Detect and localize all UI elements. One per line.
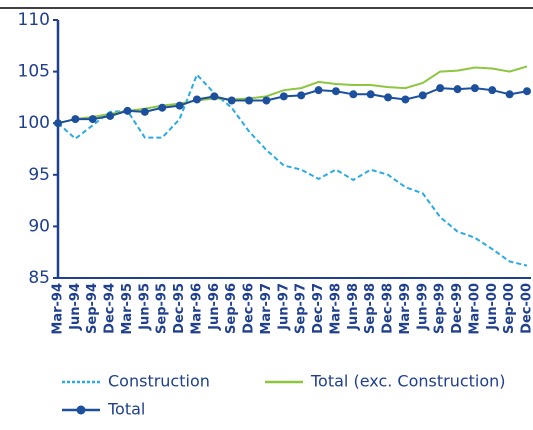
point <box>210 92 218 100</box>
series-line <box>58 88 527 123</box>
point <box>436 84 444 92</box>
point <box>523 87 531 95</box>
x-tick-label: Dec-96 <box>242 283 257 334</box>
x-tick-label: Mar-00 <box>467 283 482 335</box>
point <box>419 91 427 99</box>
point <box>297 91 305 99</box>
series-line <box>58 75 527 266</box>
y-tick-label: 105 <box>18 62 50 82</box>
legend-marker <box>77 406 86 415</box>
point <box>262 96 270 104</box>
point <box>176 102 184 110</box>
x-tick-label: Mar-95 <box>120 283 135 335</box>
point <box>280 92 288 100</box>
x-tick-label: Jun-94 <box>68 283 83 331</box>
y-tick-label: 85 <box>28 268 50 288</box>
point <box>245 96 253 104</box>
y-tick-label: 110 <box>18 10 50 30</box>
x-tick-label: Dec-00 <box>520 283 533 334</box>
point <box>332 87 340 95</box>
point <box>367 90 375 98</box>
x-tick-label: Sep-97 <box>294 283 309 334</box>
point <box>158 104 166 112</box>
legend-label: Total (exc. Construction) <box>310 372 506 391</box>
x-tick-label: Mar-97 <box>259 283 274 335</box>
point <box>54 119 62 127</box>
x-tick-label: Dec-98 <box>381 283 396 334</box>
legend-label: Construction <box>108 372 210 391</box>
x-tick-label: Mar-99 <box>398 283 413 335</box>
legend-label: Total <box>107 400 145 419</box>
point <box>454 85 462 93</box>
y-tick-label: 100 <box>18 113 50 133</box>
point <box>141 108 149 116</box>
point <box>228 96 236 104</box>
x-tick-label: Sep-99 <box>433 283 448 334</box>
x-tick-label: Jun-95 <box>137 283 152 331</box>
point <box>106 112 114 120</box>
x-tick-label: Mar-96 <box>189 283 204 335</box>
x-tick-label: Dec-94 <box>103 283 118 334</box>
x-tick-label: Sep-94 <box>85 283 100 334</box>
x-tick-label: Sep-96 <box>224 283 239 334</box>
x-tick-label: Jun-97 <box>276 283 291 331</box>
point <box>123 107 131 115</box>
x-tick-label: Mar-98 <box>328 283 343 335</box>
point <box>471 84 479 92</box>
point <box>71 115 79 123</box>
point <box>401 95 409 103</box>
y-tick-label: 90 <box>28 216 50 236</box>
point <box>349 90 357 98</box>
x-tick-label: Sep-95 <box>155 283 170 334</box>
point <box>488 86 496 94</box>
point <box>89 115 97 123</box>
point <box>384 93 392 101</box>
point <box>193 95 201 103</box>
x-tick-label: Dec-97 <box>311 283 326 334</box>
x-tick-label: Mar-94 <box>51 283 66 335</box>
point <box>315 86 323 94</box>
x-tick-label: Dec-95 <box>172 283 187 334</box>
x-tick-label: Sep-00 <box>502 283 517 334</box>
x-tick-label: Dec-99 <box>450 283 465 334</box>
x-tick-label: Jun-96 <box>207 283 222 331</box>
point <box>506 90 514 98</box>
y-tick-label: 95 <box>28 165 50 185</box>
x-tick-label: Jun-98 <box>346 283 361 331</box>
x-tick-label: Jun-00 <box>485 283 500 331</box>
x-tick-label: Jun-99 <box>415 283 430 331</box>
x-tick-label: Sep-98 <box>363 283 378 334</box>
